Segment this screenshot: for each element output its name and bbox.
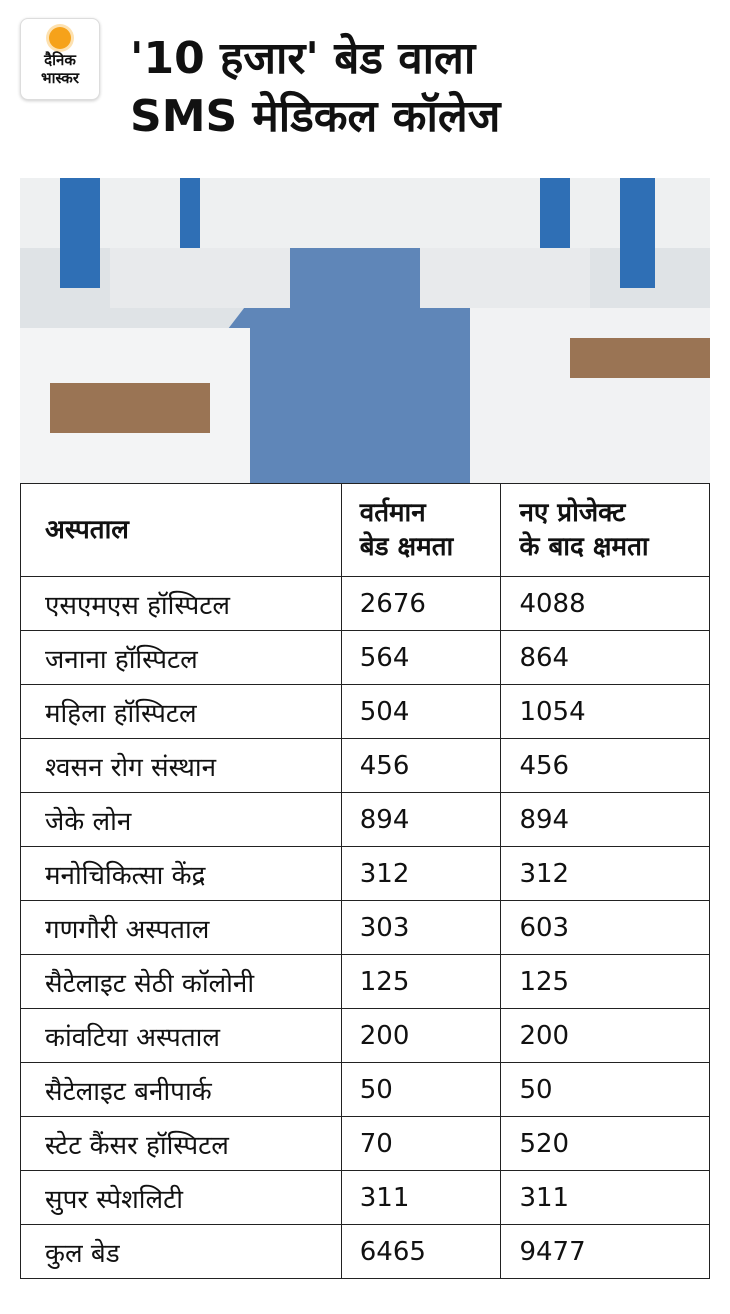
table-row: स्टेट कैंसर हॉस्पिटल 70 520 [20,1116,710,1171]
column-header: अस्पताल [20,483,342,577]
bed-count: 303 [340,900,502,955]
bed-count: 50 [340,1062,502,1117]
hospital-name: एसएमएस हॉस्पिटल [20,576,342,631]
column-header: वर्तमान बेड क्षमता [340,483,502,577]
table-row: सैटेलाइट सेठी कॉलोनी 125 125 [20,954,710,1009]
table-row: एसएमएस हॉस्पिटल 2676 4088 [20,576,710,631]
bed-count: 520 [500,1116,710,1171]
bed-table: अस्पताल वर्तमान बेड क्षमता नए प्रोजेक्ट के ब… [20,483,710,1279]
header-line: नए प्रोजेक्ट [519,498,626,528]
title: '10 हजार' बेड वाला SMS मेडिकल कॉलेज [130,30,500,146]
bed-count: 311 [500,1170,710,1225]
table-row: श्वसन रोग संस्थान 456 456 [20,738,710,793]
table-row: सैटेलाइट बनीपार्क 50 50 [20,1062,710,1117]
header-row: अस्पताल वर्तमान बेड क्षमता नए प्रोजेक्ट के ब… [20,483,710,577]
bed-count: 312 [340,846,502,901]
hospital-name: जनाना हॉस्पिटल [20,630,342,685]
bed-count: 311 [340,1170,502,1225]
logo-text: दैनिक [44,51,76,69]
logo: दैनिक भास्कर [20,18,100,100]
hospital-name: कुल बेड [20,1224,342,1279]
hospital-name: स्टेट कैंसर हॉस्पिटल [20,1116,342,1171]
header-line: बेड क्षमता [359,532,454,562]
bed-count: 9477 [500,1224,710,1279]
bed-count: 125 [500,954,710,1009]
bed-count: 50 [500,1062,710,1117]
hospital-name: गणगौरी अस्पताल [20,900,342,955]
column-header: नए प्रोजेक्ट के बाद क्षमता [500,483,710,577]
bed-count: 504 [340,684,502,739]
bed-count: 70 [340,1116,502,1171]
hospital-name: सुपर स्पेशलिटी [20,1170,342,1225]
bed-count: 864 [500,630,710,685]
bed-count: 200 [340,1008,502,1063]
bed-count: 456 [500,738,710,793]
bed-count: 894 [340,792,502,847]
hospital-name: महिला हॉस्पिटल [20,684,342,739]
bed-count: 312 [500,846,710,901]
table-body: एसएमएस हॉस्पिटल 2676 4088 जनाना हॉस्पिटल 564… [20,576,710,1279]
hospital-name: मनोचिकित्सा केंद्र [20,846,342,901]
table-row: महिला हॉस्पिटल 504 1054 [20,684,710,739]
bed-count: 4088 [500,576,710,631]
table-row: जनाना हॉस्पिटल 564 864 [20,630,710,685]
hospital-name: कांवटिया अस्पताल [20,1008,342,1063]
bed-count: 894 [500,792,710,847]
header-line: अस्पताल [45,515,129,545]
logo-text: भास्कर [41,69,79,87]
table-row: सुपर स्पेशलिटी 311 311 [20,1170,710,1225]
table-row: मनोचिकित्सा केंद्र 312 312 [20,846,710,901]
table-row: गणगौरी अस्पताल 303 603 [20,900,710,955]
bed-count: 200 [500,1008,710,1063]
logo-sun [49,27,71,49]
header-line: के बाद क्षमता [519,532,649,562]
hospital-name: जेके लोन [20,792,342,847]
title-line: SMS मेडिकल कॉलेज [130,91,501,142]
hospital-name: सैटेलाइट सेठी कॉलोनी [20,954,342,1009]
hospital-name: श्वसन रोग संस्थान [20,738,342,793]
table-row: जेके लोन 894 894 [20,792,710,847]
bed-count: 1054 [500,684,710,739]
bed-count: 564 [340,630,502,685]
bed-count: 2676 [340,576,502,631]
header-line: वर्तमान [359,498,426,528]
bed-count: 125 [340,954,502,1009]
hospital-name: सैटेलाइट बनीपार्क [20,1062,342,1117]
ward-photo [20,178,710,483]
bed-count: 603 [500,900,710,955]
bed-count: 6465 [340,1224,502,1279]
table-row: कुल बेड 6465 9477 [20,1224,710,1279]
table-row: कांवटिया अस्पताल 200 200 [20,1008,710,1063]
title-line: '10 हजार' बेड वाला [130,33,476,84]
bed-count: 456 [340,738,502,793]
